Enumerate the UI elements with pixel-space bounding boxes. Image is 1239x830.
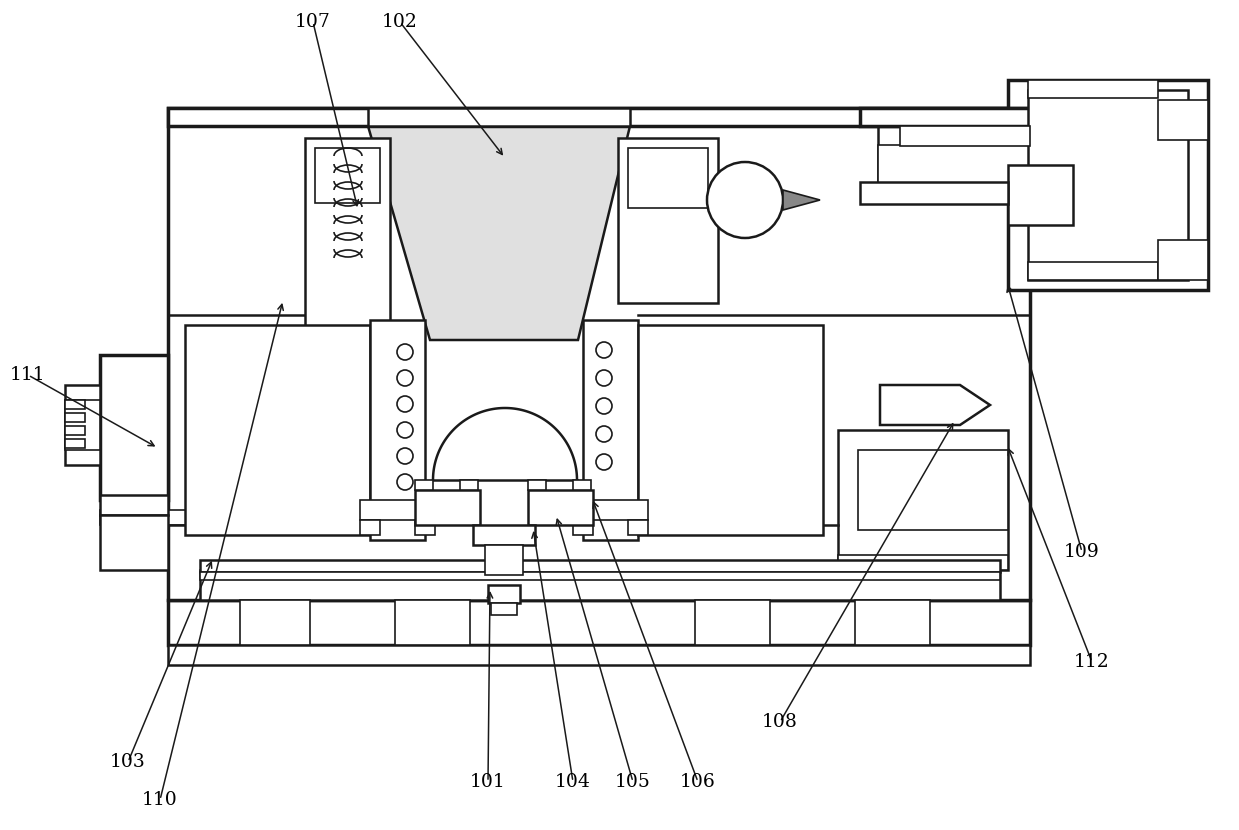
Text: 106: 106 bbox=[680, 773, 716, 791]
Text: 112: 112 bbox=[1074, 653, 1110, 671]
Bar bbox=[572, 480, 591, 490]
Bar bbox=[64, 439, 85, 448]
Circle shape bbox=[707, 162, 783, 238]
Circle shape bbox=[596, 342, 612, 358]
Polygon shape bbox=[783, 190, 820, 210]
Bar bbox=[64, 385, 100, 465]
Bar bbox=[169, 600, 1030, 645]
Bar bbox=[169, 108, 1030, 126]
Bar bbox=[1158, 240, 1208, 280]
Text: 108: 108 bbox=[762, 713, 798, 731]
Bar bbox=[415, 520, 435, 535]
Bar bbox=[491, 603, 517, 615]
Bar bbox=[1028, 90, 1188, 280]
Bar bbox=[368, 108, 629, 126]
Bar bbox=[855, 600, 930, 645]
Bar bbox=[618, 138, 717, 303]
Bar bbox=[488, 585, 520, 603]
Bar bbox=[395, 600, 470, 645]
Bar bbox=[315, 148, 380, 203]
Bar bbox=[100, 495, 169, 515]
Bar bbox=[240, 600, 310, 645]
Circle shape bbox=[596, 426, 612, 442]
Bar bbox=[1009, 165, 1073, 225]
Bar bbox=[860, 182, 1009, 204]
Text: 102: 102 bbox=[382, 13, 418, 31]
Text: 110: 110 bbox=[142, 791, 178, 809]
Circle shape bbox=[396, 344, 413, 360]
Bar bbox=[628, 148, 707, 208]
Bar bbox=[528, 480, 546, 490]
Circle shape bbox=[396, 474, 413, 490]
Bar bbox=[1028, 262, 1158, 280]
Bar bbox=[857, 450, 1009, 530]
Bar bbox=[185, 325, 370, 535]
Circle shape bbox=[596, 370, 612, 386]
Text: 107: 107 bbox=[295, 13, 331, 31]
Bar bbox=[64, 400, 100, 450]
Bar bbox=[100, 515, 169, 570]
Polygon shape bbox=[368, 126, 629, 340]
Circle shape bbox=[596, 454, 612, 470]
Bar bbox=[900, 126, 1030, 146]
Bar bbox=[199, 572, 1000, 580]
Text: 111: 111 bbox=[10, 366, 46, 384]
Bar bbox=[584, 320, 638, 540]
Bar bbox=[572, 500, 648, 520]
Bar bbox=[1009, 80, 1208, 290]
Bar bbox=[628, 520, 648, 535]
Bar bbox=[169, 645, 1030, 665]
Bar bbox=[64, 413, 85, 422]
Bar bbox=[415, 490, 479, 525]
Bar bbox=[370, 320, 425, 540]
Text: 104: 104 bbox=[555, 773, 591, 791]
Bar bbox=[64, 400, 85, 409]
Bar bbox=[473, 525, 535, 545]
Bar bbox=[838, 430, 1009, 570]
Bar bbox=[169, 108, 1030, 600]
Bar bbox=[305, 138, 390, 343]
Bar bbox=[361, 520, 380, 535]
Bar bbox=[199, 560, 1000, 572]
Bar bbox=[528, 490, 593, 525]
Polygon shape bbox=[880, 385, 990, 425]
Bar bbox=[838, 555, 1009, 570]
Bar bbox=[878, 145, 1030, 183]
Circle shape bbox=[396, 448, 413, 464]
Text: 105: 105 bbox=[615, 773, 650, 791]
Bar bbox=[638, 325, 823, 535]
Bar bbox=[1158, 100, 1208, 140]
Circle shape bbox=[396, 422, 413, 438]
Bar bbox=[199, 570, 1000, 600]
Bar bbox=[1028, 80, 1158, 98]
Circle shape bbox=[396, 370, 413, 386]
Circle shape bbox=[596, 398, 612, 414]
Bar bbox=[64, 426, 85, 435]
Bar bbox=[415, 480, 432, 490]
Bar bbox=[484, 545, 523, 575]
Text: 109: 109 bbox=[1064, 543, 1100, 561]
Bar bbox=[100, 510, 199, 525]
Circle shape bbox=[396, 396, 413, 412]
Bar bbox=[860, 108, 1030, 126]
Text: 103: 103 bbox=[110, 753, 146, 771]
Bar bbox=[460, 480, 478, 490]
Bar bbox=[572, 520, 593, 535]
Bar bbox=[695, 600, 769, 645]
Bar bbox=[361, 500, 435, 520]
Text: 101: 101 bbox=[470, 773, 506, 791]
Bar bbox=[878, 126, 1030, 201]
Bar bbox=[100, 355, 169, 500]
